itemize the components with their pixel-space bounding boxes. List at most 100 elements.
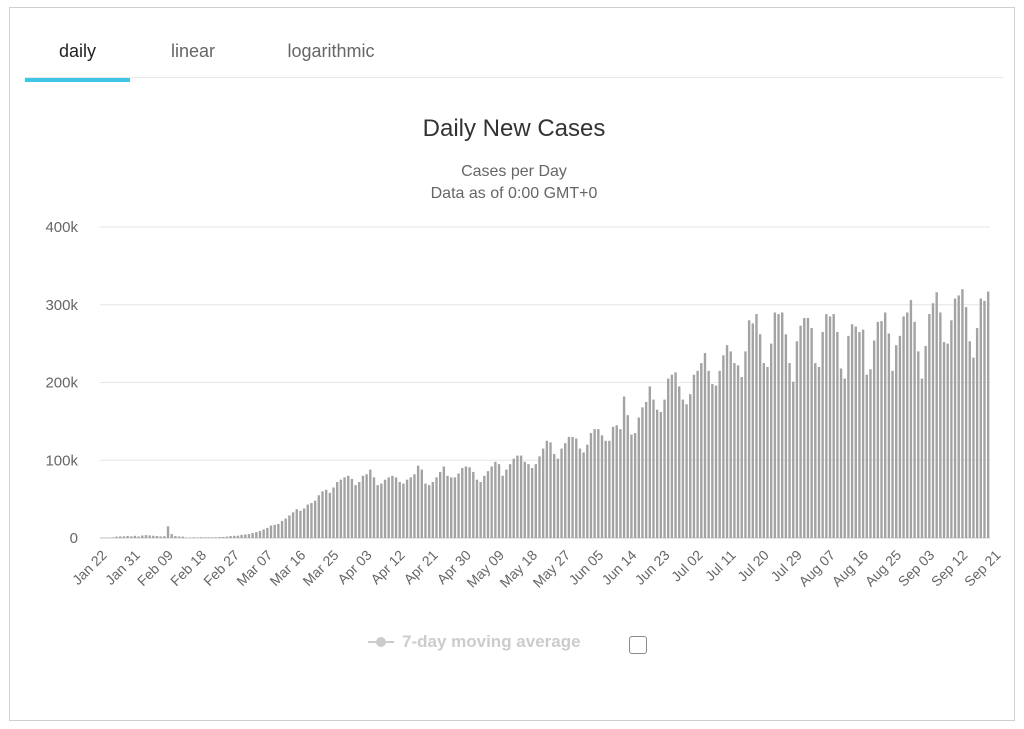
daily-cases-bar (387, 477, 390, 538)
daily-cases-bar (130, 536, 133, 538)
daily-cases-bar (468, 467, 471, 538)
daily-cases-bar (339, 479, 343, 538)
daily-cases-bar (258, 531, 262, 538)
moving-average-checkbox[interactable] (629, 636, 647, 654)
bar-series (100, 289, 990, 539)
daily-cases-bar (865, 374, 868, 538)
daily-cases-bar (530, 468, 534, 538)
daily-cases-bar (678, 386, 681, 538)
daily-cases-bar (453, 477, 457, 538)
x-tick-label: Feb 27 (200, 547, 242, 589)
daily-cases-bar (144, 535, 148, 538)
daily-cases-bar (652, 399, 655, 538)
daily-cases-bar (464, 466, 468, 538)
daily-cases-bar (633, 433, 637, 538)
tab-linear-label: linear (170, 41, 216, 61)
daily-cases-bar (626, 415, 629, 538)
daily-cases-bar (714, 385, 718, 538)
daily-cases-bar (457, 473, 460, 538)
daily-cases-bar (674, 372, 677, 538)
legend-moving-average[interactable]: 7-day moving average (368, 629, 581, 655)
daily-cases-bar (402, 483, 405, 538)
daily-cases-bar (622, 396, 626, 538)
daily-cases-bar (177, 536, 181, 538)
daily-cases-bar (108, 537, 111, 538)
daily-cases-bar (435, 477, 438, 538)
daily-cases-bar (336, 482, 339, 538)
daily-cases-bar (839, 368, 843, 538)
x-tick-label: Aug 16 (829, 547, 872, 590)
daily-cases-bar (762, 363, 766, 538)
daily-cases-bar (913, 321, 916, 538)
daily-cases-bar (262, 529, 265, 538)
daily-cases-bar (788, 363, 791, 538)
daily-cases-bar (718, 370, 721, 538)
daily-cases-bar (361, 475, 365, 538)
daily-cases-bar (383, 479, 387, 538)
daily-cases-bar (825, 314, 828, 538)
daily-cases-bar (600, 435, 604, 538)
daily-cases-bar (648, 386, 652, 538)
daily-cases-bar (880, 321, 883, 538)
daily-cases-bar (784, 334, 788, 538)
daily-cases-bar (148, 535, 151, 538)
daily-cases-bar (273, 524, 276, 538)
daily-cases-bar (431, 482, 435, 538)
x-tick-label: Aug 25 (862, 547, 905, 590)
daily-cases-bar (986, 291, 990, 538)
y-axis-labels: 0 100k 200k 300k 400k (45, 219, 78, 547)
daily-cases-bar (667, 378, 670, 538)
daily-cases-bar (541, 448, 545, 538)
daily-cases-bar (269, 525, 273, 538)
daily-cases-bar (163, 536, 166, 538)
tab-linear[interactable]: linear (148, 41, 238, 77)
daily-cases-bar (413, 474, 416, 538)
daily-cases-bar (133, 535, 137, 538)
legend-line-dot-icon (368, 636, 394, 648)
daily-cases-bar (497, 464, 501, 538)
daily-cases-bar (508, 464, 512, 538)
daily-cases-bar (670, 374, 674, 538)
daily-cases-bar (961, 289, 964, 538)
daily-cases-bar (391, 475, 394, 538)
daily-cases-bar (817, 366, 821, 538)
chart-subtitle-line-1: Cases per Day (461, 163, 567, 180)
x-tick-label: Jul 11 (702, 547, 739, 584)
daily-cases-bar (611, 426, 615, 538)
daily-cases-bar (295, 509, 298, 538)
daily-cases-bar (119, 536, 122, 538)
daily-cases-bar (928, 314, 931, 538)
daily-cases-bar (196, 537, 199, 538)
daily-cases-bar (836, 331, 839, 538)
tab-daily[interactable]: daily (25, 41, 130, 77)
daily-cases-bar (405, 479, 409, 538)
daily-cases-bar (313, 500, 317, 538)
daily-cases-bar (365, 474, 368, 538)
daily-cases-bar (523, 461, 526, 538)
x-tick-label: Jan 22 (69, 547, 110, 588)
daily-cases-bar (803, 317, 806, 538)
tab-logarithmic-label: logarithmic (287, 41, 375, 61)
daily-cases-bar (615, 425, 618, 538)
chart-subtitle-line-2: Data as of 0:00 GMT+0 (431, 185, 598, 202)
daily-cases-bar (725, 345, 729, 538)
daily-cases-bar (571, 436, 574, 538)
daily-cases-bar (957, 295, 960, 538)
daily-cases-bar (556, 458, 560, 538)
daily-cases-bar (586, 444, 589, 538)
daily-cases-bar (861, 329, 865, 538)
daily-cases-bar (174, 536, 177, 538)
daily-cases-bar (729, 351, 732, 538)
daily-cases-bar (251, 532, 254, 538)
daily-cases-bar (920, 378, 924, 538)
daily-cases-bar (935, 292, 938, 538)
x-tick-label: Apr 03 (334, 547, 375, 588)
x-tick-label: Feb 18 (167, 547, 209, 589)
daily-cases-bar (166, 526, 170, 538)
daily-cases-bar (420, 469, 423, 538)
daily-cases-bar (931, 303, 935, 538)
daily-cases-bar (100, 537, 104, 539)
tab-logarithmic[interactable]: logarithmic (268, 41, 394, 77)
